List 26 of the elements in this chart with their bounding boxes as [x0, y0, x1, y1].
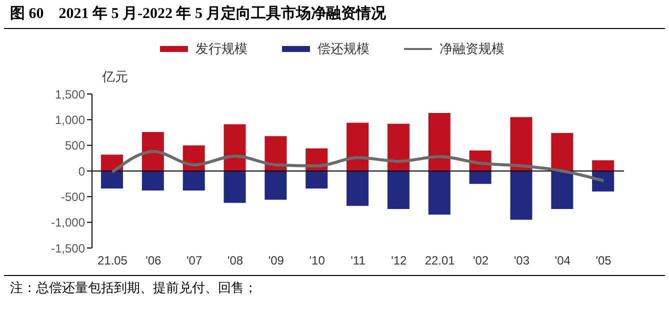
x-tick-label: '02 — [472, 254, 489, 268]
x-tick-label: '12 — [391, 254, 408, 268]
legend-label: 发行规模 — [196, 40, 248, 58]
y-tick-label: 1,000 — [54, 112, 86, 127]
x-tick-label: '04 — [554, 254, 571, 268]
y-tick-label: -1,000 — [50, 216, 86, 230]
x-tick-label: '06 — [146, 254, 162, 268]
x-tick-label: 22.01 — [424, 254, 456, 268]
x-tick-label: '05 — [596, 254, 612, 268]
y-tick-label: 500 — [64, 138, 86, 153]
x-tick-label: '03 — [514, 254, 530, 268]
y-tick-label: 0 — [78, 164, 86, 178]
legend-label: 偿还规模 — [318, 40, 370, 58]
x-tick-label: '11 — [350, 254, 366, 268]
y-tick-label: -500 — [60, 190, 86, 204]
legend-label: 净融资规模 — [440, 40, 504, 58]
x-tick-label: '07 — [186, 254, 202, 268]
text: 注：总偿还量包括到期、提前兑付、回售； — [10, 279, 257, 297]
x-tick-label: '10 — [309, 254, 326, 268]
y-tick-label: 1,500 — [54, 87, 86, 102]
y-tick-label: -1,500 — [50, 241, 86, 256]
y-axis-title: 亿元 — [102, 68, 128, 86]
x-tick-label: 21.05 — [97, 254, 128, 268]
chart-title: 图 60 2021 年 5 月-2022 年 5 月定向工具市场净融资情况 — [10, 4, 386, 23]
x-tick-label: '09 — [268, 254, 284, 268]
x-tick-label: '08 — [227, 254, 244, 268]
